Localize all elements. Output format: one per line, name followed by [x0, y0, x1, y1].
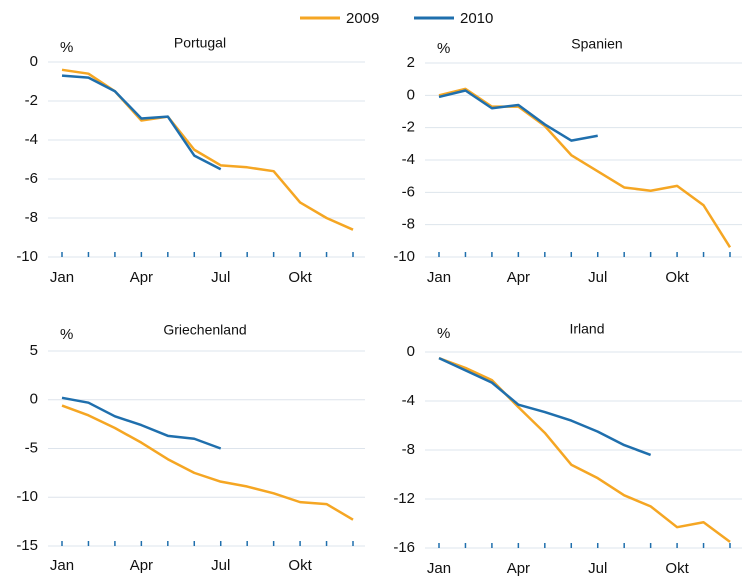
- y-tick-label: 0: [407, 343, 415, 360]
- y-axis-label: %: [60, 326, 73, 343]
- x-tick-label: Jan: [427, 269, 451, 286]
- x-tick-label: Apr: [130, 557, 153, 574]
- series-line: [61, 68, 354, 231]
- x-tick-label: Jan: [50, 269, 74, 286]
- y-tick-label: -4: [402, 392, 415, 409]
- x-tick-label: Okt: [665, 269, 689, 286]
- y-axis-label: %: [437, 40, 450, 57]
- y-tick-label: 5: [30, 342, 38, 359]
- y-axis-label: %: [437, 325, 450, 342]
- y-tick-label: -10: [16, 488, 38, 505]
- series-line: [438, 87, 732, 248]
- y-tick-label: -12: [393, 490, 415, 507]
- y-tick-label: -6: [25, 170, 38, 187]
- y-tick-label: -8: [402, 216, 415, 233]
- series-line: [438, 356, 652, 457]
- series-line: [61, 396, 222, 450]
- y-tick-label: 2: [407, 54, 415, 71]
- y-tick-label: -15: [16, 537, 38, 554]
- x-tick-label: Apr: [507, 269, 530, 286]
- y-tick-label: -8: [25, 209, 38, 226]
- series-line: [438, 89, 598, 142]
- x-tick-label: Jul: [211, 269, 230, 286]
- legend-label: 2009: [346, 10, 379, 27]
- y-tick-label: -8: [402, 441, 415, 458]
- y-tick-label: -4: [25, 131, 38, 148]
- y-tick-label: 0: [30, 53, 38, 70]
- chart-title: Irland: [569, 321, 604, 337]
- x-tick-label: Jul: [588, 269, 607, 286]
- x-tick-label: Okt: [665, 560, 689, 576]
- x-tick-label: Jan: [50, 557, 74, 574]
- x-tick-label: Apr: [507, 560, 530, 576]
- x-tick-label: Okt: [288, 269, 312, 286]
- x-tick-label: Apr: [130, 269, 153, 286]
- chart-title: Griechenland: [163, 322, 246, 338]
- x-tick-label: Jul: [588, 560, 607, 576]
- y-tick-label: -10: [393, 248, 415, 265]
- series-line: [61, 74, 222, 171]
- x-tick-label: Jul: [211, 557, 230, 574]
- series-line: [61, 404, 354, 521]
- y-tick-label: -16: [393, 539, 415, 556]
- chart-title: Spanien: [571, 36, 622, 52]
- series-line: [438, 356, 731, 543]
- y-tick-label: 0: [407, 86, 415, 103]
- y-tick-label: -10: [16, 248, 38, 265]
- chart-title: Portugal: [174, 35, 226, 51]
- y-axis-label: %: [60, 39, 73, 56]
- y-tick-label: 0: [30, 391, 38, 408]
- y-tick-label: -2: [25, 92, 38, 109]
- x-tick-label: Okt: [288, 557, 312, 574]
- y-tick-label: -2: [402, 119, 415, 136]
- y-tick-label: -4: [402, 151, 415, 168]
- x-tick-label: Jan: [427, 560, 451, 576]
- legend-label: 2010: [460, 10, 493, 27]
- y-tick-label: -6: [402, 183, 415, 200]
- y-tick-label: -5: [25, 439, 38, 456]
